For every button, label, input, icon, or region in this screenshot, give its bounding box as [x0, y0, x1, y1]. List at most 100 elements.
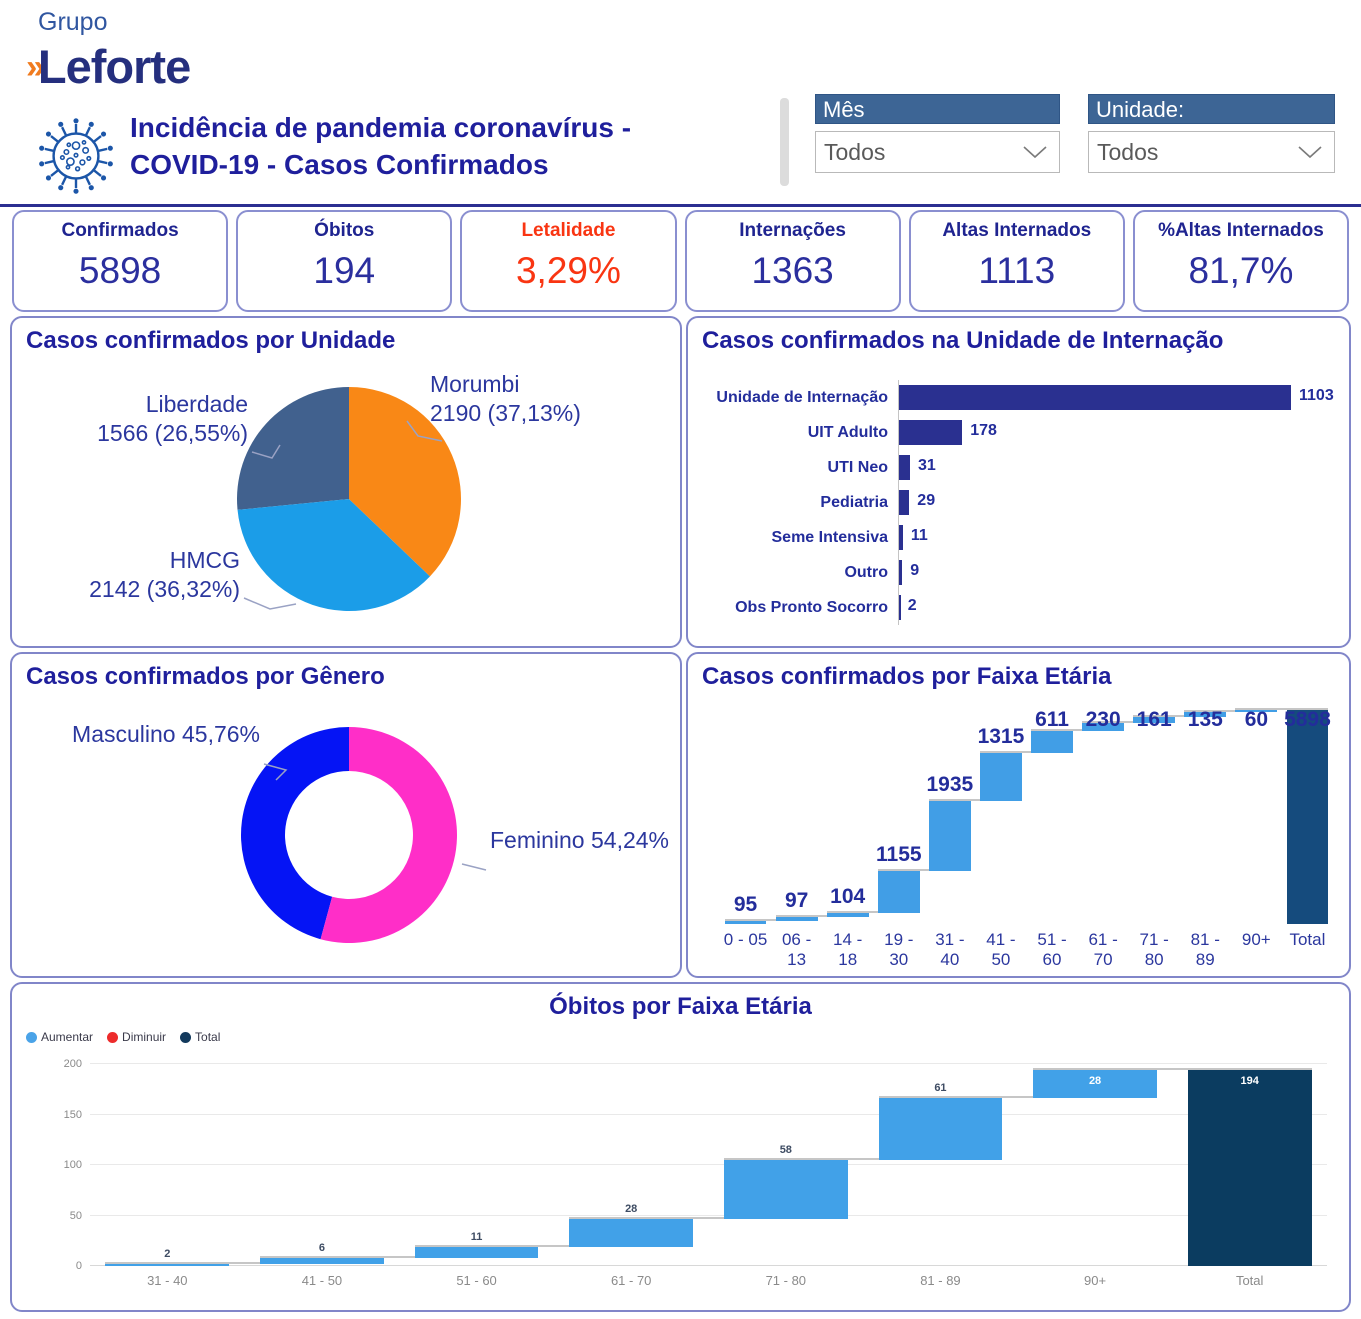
waterfall-bar-51-60[interactable] — [1031, 731, 1073, 754]
bar-row-4: Seme Intensiva 11 — [698, 520, 1337, 555]
bar-track: 1103 — [898, 380, 1334, 415]
waterfall-bar-41-50[interactable] — [980, 753, 1022, 802]
waterfall-bar-31-40[interactable] — [105, 1263, 230, 1266]
connector-line — [724, 918, 818, 921]
bar-row-2: UTI Neo 31 — [698, 450, 1337, 485]
bar-track: 11 — [898, 520, 1291, 555]
donut-label-masculino: Masculino 45,76% — [72, 721, 260, 747]
legend-item-diminuir[interactable]: Diminuir — [107, 1030, 166, 1044]
donut-chart-genero[interactable] — [12, 682, 680, 978]
bar-row-5: Outro 9 — [698, 555, 1337, 590]
waterfall-value-label: 1315 — [977, 725, 1025, 749]
panel-casos-por-genero: Casos confirmados por Gênero Masculino 4… — [10, 652, 682, 978]
bar-6[interactable] — [899, 595, 901, 620]
unidade_pie-slice-morumbi[interactable] — [349, 387, 461, 577]
legend-label: Total — [195, 1030, 221, 1044]
genero_donut-slice-masculino[interactable] — [240, 727, 349, 940]
page-title-line1: Incidência de pandemia coronavírus - — [130, 112, 632, 143]
bar-1[interactable] — [899, 420, 963, 445]
bar-5[interactable] — [899, 560, 903, 585]
waterfall-value-label: 5898 — [1284, 708, 1331, 731]
waterfall-value-label: 58 — [779, 1143, 792, 1156]
x-axis-label-Total: Total — [1235, 1273, 1264, 1288]
waterfall-bar-06-13[interactable] — [775, 917, 818, 921]
waterfall-bar-81-89[interactable] — [1184, 712, 1227, 718]
gridline-50 — [90, 1214, 1327, 1216]
x-axis-label-19-30: 19 - 30 — [884, 930, 914, 969]
x-axis-label-51-60: 51 - 60 — [1037, 930, 1067, 969]
kpi-pct-altas-internados-value: 81,7% — [1188, 250, 1294, 291]
waterfall-bar-31-40[interactable] — [928, 801, 971, 872]
x-axis-label-41-50: 41 - 50 — [986, 930, 1016, 969]
pie-label-morumbi-value: 2190 (37,13%) — [430, 399, 581, 426]
unidade_pie-slice-hmcg[interactable] — [237, 499, 431, 611]
bar-2[interactable] — [899, 455, 911, 480]
waterfall-bar-61-70[interactable] — [569, 1218, 694, 1247]
bar-row-1: UIT Adulto 178 — [698, 415, 1337, 450]
waterfall-bar-71-80[interactable] — [1133, 717, 1176, 723]
bar-track: 9 — [898, 555, 1291, 590]
x-axis-label-71-80: 71 - 80 — [1139, 930, 1169, 969]
bar-value-label: 9 — [910, 562, 920, 579]
y-axis-label-0: 0 — [75, 1260, 82, 1272]
kpi-altas-internados-value: 1113 — [978, 250, 1056, 291]
waterfall-bar-90+[interactable] — [1033, 1070, 1157, 1099]
bar-4[interactable] — [899, 525, 903, 550]
panel-unidade-internacao-title: Casos confirmados na Unidade de Internaç… — [702, 327, 1224, 354]
waterfall-bar-71-80[interactable] — [723, 1159, 848, 1219]
bar-row-3: Pediatria 29 — [698, 485, 1337, 520]
waterfall-bar-Total[interactable] — [1286, 710, 1329, 924]
bar-track: 2 — [898, 590, 1291, 625]
panel-casos-por-unidade: Casos confirmados por Unidade Morumbi 21… — [10, 316, 682, 648]
legend-item-aumentar[interactable]: Aumentar — [26, 1030, 93, 1044]
bar-track: 31 — [898, 450, 1291, 485]
filter-unidade-dropdown[interactable]: Todos — [1088, 131, 1335, 173]
x-axis-label-61-70: 61 - 70 — [610, 1273, 652, 1288]
waterfall-bar-41-50[interactable] — [260, 1257, 384, 1264]
filter-mes-dropdown[interactable]: Todos — [815, 131, 1060, 173]
waterfall-chart-faixa-etaria[interactable]: 95 97 104 1155 1935 1315 611 230 161 135 60 5898 — [720, 708, 1333, 924]
unidade_pie-slice-liberdade[interactable] — [237, 387, 349, 510]
waterfall-chart-obitos[interactable]: 0 50 100 150 200 2 6 11 28 58 61 28 194 — [64, 1058, 1327, 1272]
pie-label-hmcg-value: 2142 (36,32%) — [89, 575, 240, 602]
connector-line — [928, 799, 1022, 802]
waterfall-bar-51-60[interactable] — [414, 1246, 539, 1258]
x-axis-label-0-05: 0 - 05 — [723, 930, 768, 949]
waterfall-bar-19-30[interactable] — [877, 871, 920, 914]
x-axis-label-31-40: 31 - 40 — [935, 930, 965, 969]
x-axis-label-14-18: 14 - 18 — [833, 930, 863, 969]
connector-line — [877, 869, 971, 872]
kpi-obitos: Óbitos 194 — [236, 210, 453, 312]
pie-chart-unidade[interactable] — [12, 346, 680, 646]
legend-dot-icon — [180, 1031, 192, 1043]
y-axis-label-200: 200 — [63, 1058, 82, 1070]
bar-value-label: 31 — [918, 457, 936, 474]
waterfall-value-label: 135 — [1187, 708, 1223, 731]
bar-3[interactable] — [899, 490, 910, 515]
genero_donut-slice-feminino[interactable] — [320, 727, 457, 943]
connector-line — [878, 1096, 1157, 1099]
kpi-letalidade: Letalidade 3,29% — [460, 210, 677, 312]
waterfall-bar-Total[interactable] — [1187, 1070, 1312, 1266]
bar-0[interactable] — [899, 385, 1291, 410]
waterfall-value-label: 1155 — [876, 843, 922, 867]
x-axis-label-51-60: 51 - 60 — [456, 1273, 497, 1288]
bar-track: 29 — [898, 485, 1291, 520]
bar-chart-internacao[interactable]: Unidade de Internação 1103 UIT Adulto 178 UT… — [698, 380, 1337, 632]
x-axis-label-81-89: 81 - 89 — [920, 1273, 961, 1288]
bar-category-label: Obs Pronto Socorro — [735, 598, 888, 616]
legend-item-total[interactable]: Total — [180, 1030, 220, 1044]
waterfall-bar-14-18[interactable] — [826, 913, 869, 918]
waterfall-value-label: 161 — [1136, 708, 1172, 731]
waterfall-bar-90+[interactable] — [1235, 710, 1278, 713]
waterfall-bar-61-70[interactable] — [1082, 722, 1125, 732]
pie-label-hmcg: HMCG 2142 (36,32%) — [20, 546, 240, 604]
waterfall-value-label: 97 — [784, 889, 809, 913]
waterfall-value-label: 2 — [164, 1247, 171, 1260]
pie-label-morumbi: Morumbi 2190 (37,13%) — [430, 370, 581, 428]
connector-line — [1133, 715, 1227, 718]
chevron-down-icon — [1298, 145, 1322, 158]
connector-line — [1235, 708, 1329, 710]
waterfall-bar-0-05[interactable] — [724, 920, 767, 924]
waterfall-bar-81-89[interactable] — [878, 1098, 1003, 1160]
